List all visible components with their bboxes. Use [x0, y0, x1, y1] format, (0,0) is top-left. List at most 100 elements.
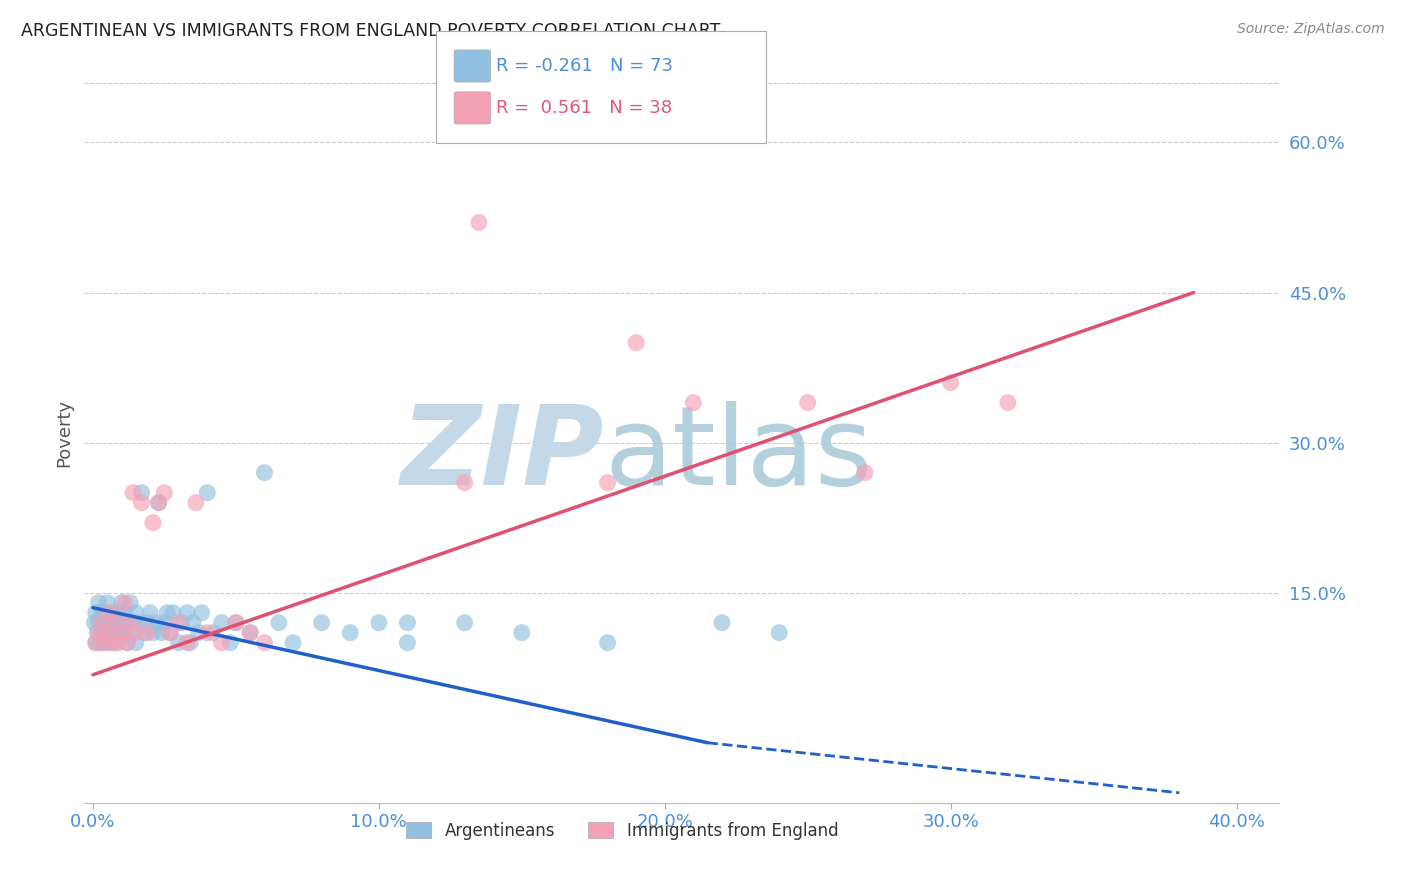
Point — [190, 606, 212, 620]
Point — [87, 596, 110, 610]
Point — [107, 625, 129, 640]
Point — [110, 615, 132, 630]
Point — [179, 636, 201, 650]
Point — [122, 615, 145, 630]
Point — [624, 335, 647, 350]
Point — [117, 636, 139, 650]
Point — [96, 615, 118, 630]
Point — [159, 625, 181, 640]
Point — [125, 625, 148, 640]
Legend: Argentineans, Immigrants from England: Argentineans, Immigrants from England — [399, 815, 845, 847]
Point — [90, 615, 112, 630]
Point — [453, 615, 475, 630]
Text: R = -0.261   N = 73: R = -0.261 N = 73 — [496, 57, 673, 75]
Point — [153, 615, 176, 630]
Text: ARGENTINEAN VS IMMIGRANTS FROM ENGLAND POVERTY CORRELATION CHART: ARGENTINEAN VS IMMIGRANTS FROM ENGLAND P… — [21, 22, 720, 40]
Point — [84, 636, 107, 650]
Point — [131, 496, 153, 510]
Point — [96, 596, 118, 610]
Point — [87, 625, 110, 640]
Point — [195, 625, 218, 640]
Point — [159, 625, 181, 640]
Point — [153, 485, 176, 500]
Point — [96, 625, 118, 640]
Point — [117, 615, 139, 630]
Point — [84, 636, 107, 650]
Point — [596, 475, 619, 490]
Text: atlas: atlas — [605, 401, 873, 508]
Point — [101, 625, 124, 640]
Point — [139, 606, 162, 620]
Point — [253, 636, 276, 650]
Point — [86, 625, 108, 640]
Point — [90, 625, 112, 640]
Point — [219, 636, 242, 650]
Point — [107, 636, 129, 650]
Point — [107, 606, 129, 620]
Point — [176, 636, 198, 650]
Point — [156, 606, 179, 620]
Point — [176, 606, 198, 620]
Point — [239, 625, 262, 640]
Point — [104, 615, 127, 630]
Point — [134, 625, 156, 640]
Point — [211, 615, 233, 630]
Point — [93, 636, 115, 650]
Point — [84, 606, 107, 620]
Text: Source: ZipAtlas.com: Source: ZipAtlas.com — [1237, 22, 1385, 37]
Point — [91, 615, 114, 630]
Point — [122, 485, 145, 500]
Point — [510, 625, 533, 640]
Point — [112, 606, 135, 620]
Point — [104, 615, 127, 630]
Point — [128, 615, 150, 630]
Point — [267, 615, 290, 630]
Point — [112, 596, 135, 610]
Point — [468, 215, 491, 229]
Point — [125, 636, 148, 650]
Point — [167, 636, 190, 650]
Point — [136, 625, 159, 640]
Point — [117, 636, 139, 650]
Point — [281, 636, 304, 650]
Point — [997, 395, 1019, 409]
Point — [396, 615, 419, 630]
Point — [98, 636, 121, 650]
Point — [120, 596, 142, 610]
Point — [239, 625, 262, 640]
Point — [682, 395, 704, 409]
Point — [710, 615, 733, 630]
Point — [110, 625, 132, 640]
Point — [768, 625, 790, 640]
Point — [396, 636, 419, 650]
Point — [142, 516, 165, 530]
Point — [104, 636, 127, 650]
Text: ZIP: ZIP — [401, 401, 605, 508]
Point — [120, 625, 142, 640]
Point — [162, 606, 184, 620]
Point — [96, 625, 118, 640]
Point — [184, 496, 207, 510]
Point — [939, 376, 962, 390]
Text: R =  0.561   N = 38: R = 0.561 N = 38 — [496, 99, 672, 117]
Point — [89, 636, 111, 650]
Point — [110, 596, 132, 610]
Point — [187, 625, 209, 640]
Point — [596, 636, 619, 650]
Point — [150, 625, 173, 640]
Y-axis label: Poverty: Poverty — [55, 399, 73, 467]
Point — [339, 625, 361, 640]
Point — [125, 606, 148, 620]
Point — [87, 615, 110, 630]
Point — [120, 615, 142, 630]
Point — [181, 615, 204, 630]
Point — [90, 606, 112, 620]
Point — [853, 466, 876, 480]
Point — [148, 496, 170, 510]
Point — [170, 615, 193, 630]
Point — [112, 625, 135, 640]
Point — [167, 615, 190, 630]
Point — [225, 615, 247, 630]
Point — [148, 496, 170, 510]
Point — [101, 636, 124, 650]
